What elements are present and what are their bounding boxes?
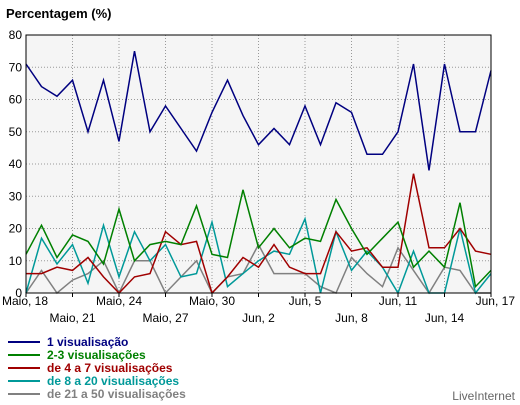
legend-label: de 8 a 20 visualisações: [47, 374, 179, 388]
x-tick-label: Maio, 24: [96, 294, 142, 308]
legend-label: de 21 a 50 visualisações: [47, 387, 186, 401]
series-group: [25, 50, 492, 295]
x-tick-label: Maio, 27: [142, 311, 188, 325]
y-tick-label: 40: [9, 157, 23, 171]
x-tick-label: Jun, 5: [289, 294, 322, 308]
series-line-5: [25, 243, 491, 295]
y-tick-label: 80: [9, 28, 23, 42]
x-tick-label: Maio, 18: [2, 294, 48, 308]
series-line-2: [25, 189, 492, 289]
y-tick-label: 60: [9, 93, 23, 107]
y-tick-label: 20: [9, 222, 23, 236]
y-axis: 0 10 20 30 40 50 60 70 80: [9, 28, 23, 300]
x-tick-label: Jun, 14: [425, 311, 465, 325]
x-tick-label: Maio, 30: [189, 294, 235, 308]
legend-label: 1 visualisação: [47, 335, 128, 349]
chart-title: Percentagem (%): [6, 6, 111, 21]
x-tick-label: Maio, 21: [49, 311, 95, 325]
x-tick-label: Jun, 8: [335, 311, 368, 325]
x-tick-label: Jun, 2: [242, 311, 275, 325]
y-tick-label: 10: [9, 254, 23, 268]
x-tick-label: Jun, 17: [476, 294, 516, 308]
y-tick-label: 0: [15, 286, 22, 300]
x-tick-label: Jun, 11: [379, 294, 418, 308]
y-tick-label: 70: [9, 60, 23, 74]
y-tick-label: 50: [9, 125, 23, 139]
brand-label: LiveInternet: [452, 389, 515, 403]
y-tick-label: 30: [9, 189, 23, 203]
legend-label: 2-3 visualisações: [47, 348, 146, 362]
series-line-4: [25, 216, 492, 295]
legend-label: de 4 a 7 visualisações: [47, 361, 173, 375]
series-line-1: [25, 50, 492, 171]
series-line-3: [26, 173, 492, 295]
